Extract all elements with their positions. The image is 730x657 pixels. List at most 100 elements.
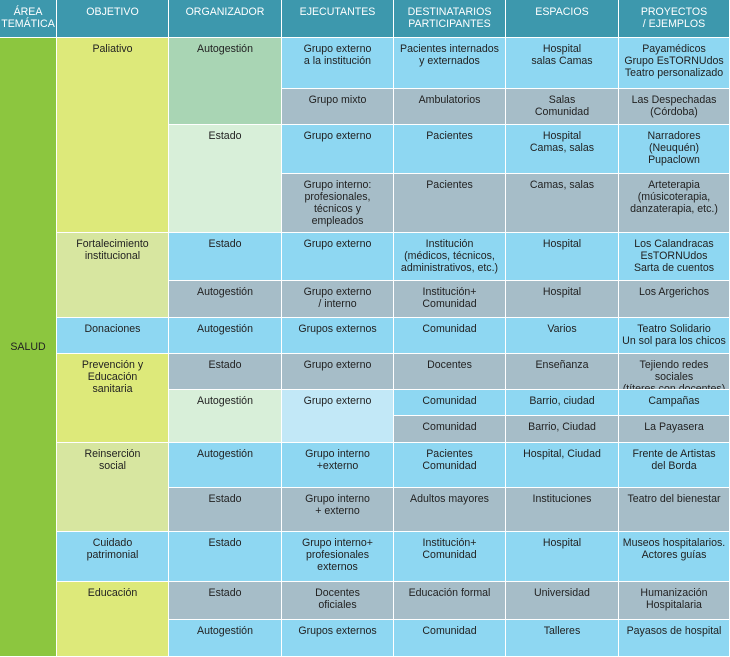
projects-cell-text: Payamédicos Grupo EsTORNUdos Teatro pers…: [624, 43, 724, 79]
projects-cell-text: Teatro del bienestar: [627, 493, 721, 505]
organizer-cell-text: Autogestión: [197, 448, 253, 460]
projects-cell-text: Teatro Solidario Un sol para los chicos: [622, 323, 726, 347]
projects-cell: Teatro Solidario Un sol para los chicos: [619, 318, 730, 354]
spaces-cell: Hospital salas Camas: [506, 38, 619, 89]
spaces-cell-text: Hospital, Ciudad: [523, 448, 601, 460]
header-spaces-text: ESPACIOS: [535, 6, 589, 18]
executor-cell-text: Grupo interno: profesionales, técnicos y…: [303, 179, 372, 227]
executor-cell-text: Grupo externo / interno: [303, 286, 372, 310]
projects-cell: Museos hospitalarios. Actores guías: [619, 532, 730, 582]
projects-cell: Arteterapia (músicoterapia, danzaterapia…: [619, 174, 730, 233]
executor-cell-text: Grupo externo: [303, 395, 372, 407]
header-projects: PROYECTOS / EJEMPLOS: [619, 0, 730, 38]
organizer-cell-text: Estado: [208, 238, 242, 250]
projects-cell: Frente de Artistas del Borda: [619, 443, 730, 488]
organizer-cell-text: Autogestión: [197, 323, 253, 335]
projects-cell: Payamédicos Grupo EsTORNUdos Teatro pers…: [619, 38, 730, 89]
organizer-cell-text: Autogestión: [197, 395, 253, 407]
organizer-cell: Autogestión: [169, 318, 282, 354]
executor-cell-text: Grupo externo: [303, 130, 372, 142]
projects-cell: Los Argerichos: [619, 281, 730, 318]
header-executors: EJECUTANTES: [282, 0, 394, 38]
projects-cell: Campañas: [619, 390, 730, 416]
executor-cell: Docentes oficiales: [282, 582, 394, 620]
executor-cell: Grupos externos: [282, 318, 394, 354]
header-objective: OBJETIVO: [57, 0, 169, 38]
projects-cell-text: Payasos de hospital: [626, 625, 722, 637]
organizer-cell-text: Estado: [208, 493, 242, 505]
executor-cell: Grupo externo: [282, 390, 394, 443]
spaces-cell: Hospital: [506, 233, 619, 281]
projects-cell: Payasos de hospital: [619, 620, 730, 657]
objective-cell-text: Prevención y Educación sanitaria: [81, 359, 144, 395]
organizer-cell-text: Estado: [208, 587, 242, 599]
executor-cell-text: Grupo externo a la institución: [303, 43, 372, 67]
objective-cell-text: Cuidado patrimonial: [86, 537, 139, 561]
executor-cell: Grupo externo a la institución: [282, 38, 394, 89]
spaces-cell: Hospital: [506, 532, 619, 582]
projects-cell-text: La Payasera: [644, 421, 704, 433]
organizer-cell: Estado: [169, 488, 282, 532]
executor-cell-text: Grupo mixto: [308, 94, 367, 106]
recipients-cell: Adultos mayores: [394, 488, 506, 532]
recipients-cell: Comunidad: [394, 390, 506, 416]
recipients-cell-text: Pacientes: [426, 179, 473, 191]
spaces-cell-text: Barrio, ciudad: [529, 395, 595, 407]
organizer-cell-text: Autogestión: [197, 286, 253, 298]
recipients-cell-text: Institución+ Comunidad: [422, 286, 477, 310]
projects-cell: Teatro del bienestar: [619, 488, 730, 532]
organizer-cell: Estado: [169, 582, 282, 620]
recipients-cell-text: Comunidad: [422, 625, 477, 637]
objective-cell: Educación: [57, 582, 169, 657]
organizer-cell: Estado: [169, 532, 282, 582]
spaces-cell-text: Hospital salas Camas: [531, 43, 593, 67]
objective-cell-text: Paliativo: [92, 43, 133, 55]
objective-cell-text: Educación: [87, 587, 138, 599]
projects-cell-text: Los Calandracas EsTORNUdos Sarta de cuen…: [633, 238, 715, 274]
executor-cell: Grupo interno + externo: [282, 488, 394, 532]
spaces-cell: Talleres: [506, 620, 619, 657]
recipients-cell: Institución+ Comunidad: [394, 281, 506, 318]
organizer-cell: Autogestión: [169, 620, 282, 657]
organizer-cell: Estado: [169, 233, 282, 281]
recipients-cell: Docentes: [394, 354, 506, 390]
projects-cell-text: Las Despechadas (Córdoba): [631, 94, 717, 118]
header-spaces: ESPACIOS: [506, 0, 619, 38]
recipients-cell-text: Pacientes: [426, 130, 473, 142]
spaces-cell: Hospital, Ciudad: [506, 443, 619, 488]
recipients-cell: Educación formal: [394, 582, 506, 620]
executor-cell: Grupo externo: [282, 354, 394, 390]
recipients-cell: Ambulatorios: [394, 89, 506, 125]
executor-cell: Grupo externo: [282, 125, 394, 174]
projects-cell-text: Museos hospitalarios. Actores guías: [622, 537, 726, 561]
objective-cell: Reinserción social: [57, 443, 169, 532]
organizer-cell: Estado: [169, 354, 282, 390]
organizer-cell-text: Estado: [208, 537, 242, 549]
projects-cell-text: Tejiendo redes sociales (títeres con doc…: [622, 359, 726, 390]
recipients-cell-text: Pacientes internados y externados: [400, 43, 499, 67]
spaces-cell: Universidad: [506, 582, 619, 620]
spaces-cell-text: Barrio, Ciudad: [528, 421, 596, 433]
header-organizer: ORGANIZADOR: [169, 0, 282, 38]
recipients-cell: Pacientes Comunidad: [394, 443, 506, 488]
objective-cell-text: Donaciones: [84, 323, 141, 335]
projects-cell: Los Calandracas EsTORNUdos Sarta de cuen…: [619, 233, 730, 281]
spaces-cell: Barrio, ciudad: [506, 390, 619, 416]
recipients-cell-text: Institución (médicos, técnicos, administ…: [400, 238, 499, 274]
header-objective-text: OBJETIVO: [86, 6, 139, 18]
spaces-cell-text: Camas, salas: [529, 179, 595, 191]
header-recipients: DESTINATARIOS PARTICIPANTES: [394, 0, 506, 38]
projects-cell-text: Humanización Hospitalaria: [640, 587, 708, 611]
recipients-cell: Comunidad: [394, 318, 506, 354]
organizer-cell-text: Estado: [208, 359, 242, 371]
recipients-cell-text: Educación formal: [408, 587, 491, 599]
header-organizer-text: ORGANIZADOR: [185, 6, 265, 18]
header-area: ÁREA TEMÁTICA: [0, 0, 57, 38]
spaces-cell: Enseñanza: [506, 354, 619, 390]
spaces-cell-text: Hospital: [542, 286, 582, 298]
projects-cell: Humanización Hospitalaria: [619, 582, 730, 620]
objective-cell: Donaciones: [57, 318, 169, 354]
recipients-cell-text: Pacientes Comunidad: [422, 448, 477, 472]
spaces-cell: Varios: [506, 318, 619, 354]
